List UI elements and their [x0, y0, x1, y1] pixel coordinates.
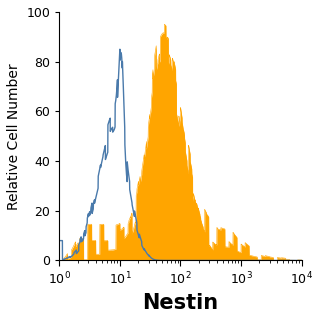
X-axis label: Nestin: Nestin	[142, 293, 219, 313]
Y-axis label: Relative Cell Number: Relative Cell Number	[7, 63, 21, 210]
